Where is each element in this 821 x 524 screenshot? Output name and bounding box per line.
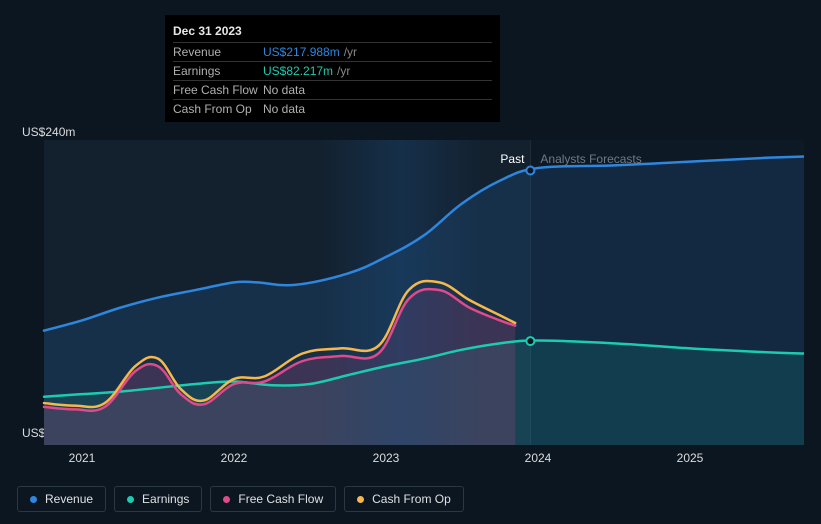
legend-label: Earnings [142, 492, 189, 506]
x-axis-tick: 2024 [525, 451, 552, 465]
legend-label: Revenue [45, 492, 93, 506]
legend: Revenue Earnings Free Cash Flow Cash Fro… [17, 486, 464, 512]
forecast-label: Analysts Forecasts [540, 152, 641, 166]
tooltip-value: US$217.988m [263, 45, 340, 59]
legend-dot-icon [30, 496, 37, 503]
tooltip-date: Dec 31 2023 [173, 21, 492, 43]
earnings-divider-marker [526, 337, 534, 345]
y-axis-tick-max: US$240m [22, 125, 75, 139]
plot-svg [17, 140, 804, 445]
tooltip-suffix: /yr [344, 45, 357, 59]
tooltip-row-earnings: Earnings US$82.217m /yr [173, 62, 492, 81]
revenue-divider-marker [526, 167, 534, 175]
legend-label: Free Cash Flow [238, 492, 323, 506]
legend-dot-icon [357, 496, 364, 503]
x-axis-tick: 2023 [373, 451, 400, 465]
tooltip-label: Revenue [173, 45, 263, 59]
tooltip-value: No data [263, 102, 305, 116]
legend-label: Cash From Op [372, 492, 451, 506]
hover-tooltip: Dec 31 2023 Revenue US$217.988m /yr Earn… [165, 15, 500, 122]
tooltip-value: US$82.217m [263, 64, 333, 78]
tooltip-label: Cash From Op [173, 102, 263, 116]
legend-item-revenue[interactable]: Revenue [17, 486, 106, 512]
legend-dot-icon [223, 496, 230, 503]
tooltip-row-cfo: Cash From Op No data [173, 100, 492, 118]
legend-item-fcf[interactable]: Free Cash Flow [210, 486, 336, 512]
tooltip-row-revenue: Revenue US$217.988m /yr [173, 43, 492, 62]
tooltip-value: No data [263, 83, 305, 97]
tooltip-label: Earnings [173, 64, 263, 78]
legend-item-earnings[interactable]: Earnings [114, 486, 202, 512]
legend-item-cfo[interactable]: Cash From Op [344, 486, 464, 512]
tooltip-row-fcf: Free Cash Flow No data [173, 81, 492, 100]
legend-dot-icon [127, 496, 134, 503]
tooltip-suffix: /yr [337, 64, 350, 78]
tooltip-label: Free Cash Flow [173, 83, 263, 97]
x-axis-tick: 2025 [677, 451, 704, 465]
chart-area[interactable] [17, 140, 804, 445]
past-label: Past [500, 152, 524, 166]
x-axis-tick: 2022 [221, 451, 248, 465]
x-axis: 2021 2022 2023 2024 2025 [17, 451, 804, 471]
x-axis-tick: 2021 [69, 451, 96, 465]
